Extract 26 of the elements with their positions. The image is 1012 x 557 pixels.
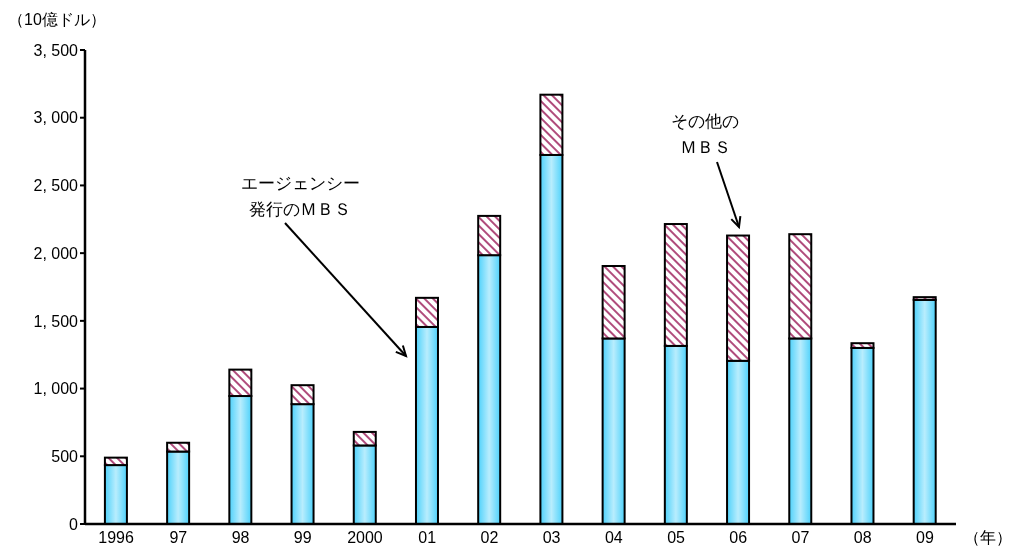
y-axis-title: （10億ドル） bbox=[8, 10, 106, 30]
x-tick-label: 07 bbox=[791, 529, 810, 547]
annotation: エージェンシー発行のＭＢＳ bbox=[239, 173, 361, 221]
x-tick-label: 98 bbox=[231, 529, 250, 547]
x-tick-label: 2000 bbox=[347, 529, 383, 547]
y-tick-label: 1, 000 bbox=[33, 380, 79, 398]
y-tick-label: 500 bbox=[51, 447, 79, 465]
x-tick-label: 06 bbox=[729, 529, 748, 547]
y-tick-label: 3, 000 bbox=[33, 109, 79, 127]
x-tick-label: 04 bbox=[604, 529, 623, 547]
y-tick-label: 1, 500 bbox=[33, 312, 79, 330]
x-tick-label: 05 bbox=[667, 529, 686, 547]
x-tick-label: 03 bbox=[542, 529, 561, 547]
x-tick-label: 01 bbox=[418, 529, 437, 547]
y-tick-label: 0 bbox=[69, 515, 79, 533]
annotation: その他のＭＢＳ bbox=[670, 111, 740, 159]
y-tick-label: 2, 500 bbox=[33, 177, 79, 195]
x-tick-label: 09 bbox=[915, 529, 934, 547]
x-tick-label: 02 bbox=[480, 529, 499, 547]
x-axis-title: （年） bbox=[964, 528, 1012, 548]
y-tick-label: 2, 000 bbox=[33, 244, 79, 262]
x-tick-label: 97 bbox=[169, 529, 188, 547]
x-tick-label: 08 bbox=[853, 529, 872, 547]
x-tick-label: 99 bbox=[293, 529, 312, 547]
x-tick-label: 1996 bbox=[98, 529, 135, 547]
y-tick-label: 3, 500 bbox=[33, 41, 79, 59]
